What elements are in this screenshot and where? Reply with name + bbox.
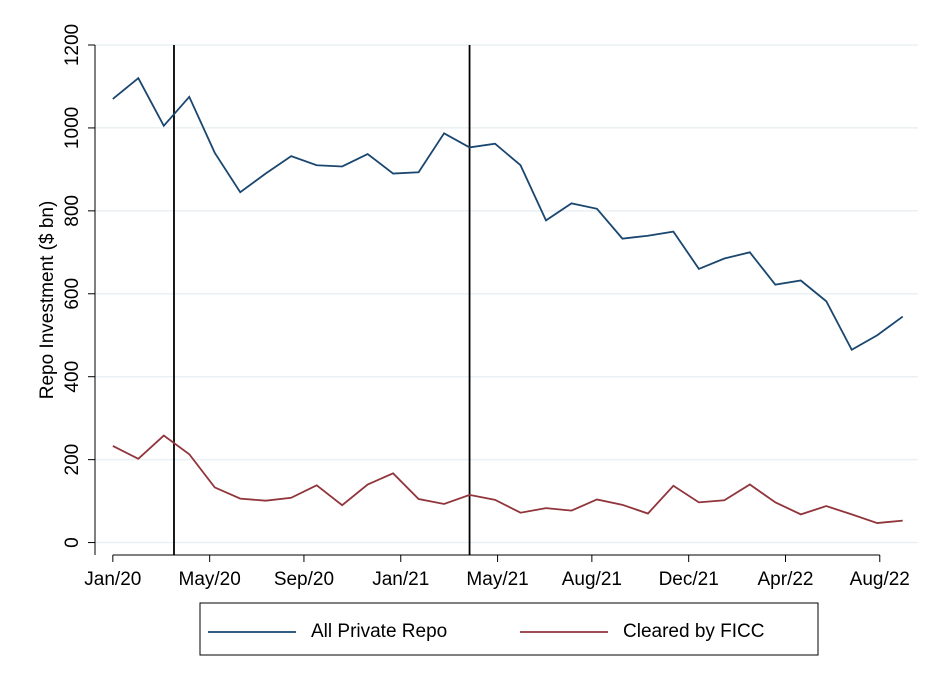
x-tick-label: Aug/21: [562, 569, 622, 590]
legend-box: [199, 602, 819, 656]
x-tick-label: May/20: [179, 569, 241, 590]
x-tick-label: Aug/22: [850, 569, 910, 590]
y-tick-label: 1200: [62, 24, 83, 66]
x-tick-label: Dec/21: [659, 569, 719, 590]
series-line: [112, 434, 903, 524]
x-tick-label: Sep/20: [274, 569, 334, 590]
legend-label: All Private Repo: [311, 621, 447, 642]
x-tick-label: Jan/20: [84, 569, 141, 590]
x-tick-label: May/21: [466, 569, 528, 590]
y-tick-label: 600: [62, 278, 83, 310]
y-tick-label: 0: [62, 537, 83, 548]
x-tick-label: Apr/22: [758, 569, 814, 590]
series-line: [112, 76, 904, 351]
y-tick-label: 200: [62, 444, 83, 476]
y-tick-label: 1000: [62, 107, 83, 149]
y-tick-label: 800: [62, 195, 83, 227]
y-tick-label: 400: [62, 361, 83, 393]
x-tick-label: Jan/21: [372, 569, 429, 590]
legend-label: Cleared by FICC: [623, 621, 765, 642]
y-axis-label: Repo Investment ($ bn): [37, 201, 58, 400]
